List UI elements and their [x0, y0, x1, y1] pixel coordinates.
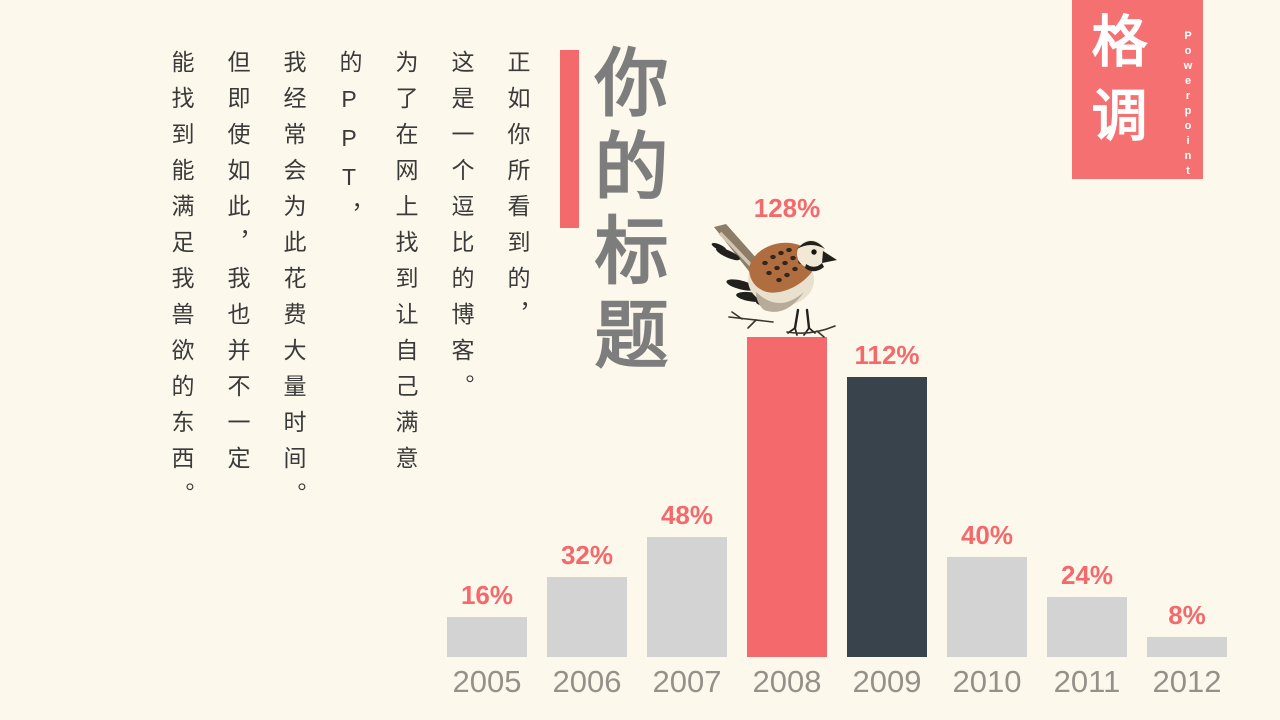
body-text-column: 这是一个逗比的博客。	[448, 50, 474, 410]
axis-label-2007: 2007	[652, 664, 722, 699]
bar-2006	[547, 577, 627, 657]
bar-2011	[1047, 597, 1127, 657]
chart-category-2005: 16% 2005	[437, 186, 537, 706]
bar-value-label: 40%	[960, 520, 1014, 550]
axis-label-2010: 2010	[952, 664, 1022, 699]
chart-category-2006: 32% 2006	[537, 186, 637, 706]
bar-2008	[747, 337, 827, 657]
chart-category-2010: 40% 2010	[937, 186, 1037, 706]
axis-label-2005: 2005	[452, 664, 522, 699]
chart-category-2012: 8% 2012	[1137, 186, 1237, 706]
body-text-column: 正如你所看到的，	[504, 50, 530, 338]
chart-category-2008: 128% 2008	[737, 186, 837, 706]
bar-value-label: 24%	[1060, 560, 1114, 590]
brand-logo-title: 格调	[1084, 12, 1147, 160]
body-text-column: 为了在网上找到让自己满意	[392, 50, 418, 482]
bar-2005	[447, 617, 527, 657]
sparrow-ink-drawing	[711, 224, 837, 338]
body-text-column: 但即使如此，我也并不一定	[224, 50, 250, 482]
bar-value-label: 112%	[854, 340, 920, 370]
bar-value-label: 128%	[753, 193, 821, 223]
bar-2010	[947, 557, 1027, 657]
axis-label-2006: 2006	[552, 664, 622, 699]
bar-2007	[647, 537, 727, 657]
body-text-column: 我经常会为此花费大量时间。	[280, 50, 306, 518]
bar-2009	[847, 377, 927, 657]
axis-label-2009: 2009	[852, 664, 922, 699]
slide-title: 你的标题	[584, 44, 667, 380]
chart-category-2009: 112% 2009	[837, 186, 937, 706]
bar-value-label: 32%	[560, 540, 614, 570]
bar-value-label: 48%	[660, 500, 714, 530]
brand-logo: 格调 Powerpoint	[1072, 0, 1203, 180]
bird-illustration	[711, 222, 837, 338]
body-text-column: 能找到能满足我兽欲的东西。	[168, 50, 194, 518]
body-text: 正如你所看到的， 这是一个逗比的博客。 为了在网上找到让自己满意 的PPT， 我…	[164, 50, 530, 610]
chart-category-2007: 48% 2007	[637, 186, 737, 706]
bar-value-label: 8%	[1168, 600, 1206, 630]
brand-logo-subtitle: Powerpoint	[1182, 30, 1194, 180]
body-text-column: 的PPT，	[336, 50, 362, 239]
bar-2012	[1147, 637, 1227, 657]
chart-category-2011: 24% 2011	[1037, 186, 1137, 706]
bar-value-label: 16%	[460, 580, 514, 610]
bar-chart: 16% 2005 32% 2006 48% 2007 128% 2008 112% 2009 40%…	[437, 186, 1237, 706]
title-accent-bar	[560, 50, 579, 228]
axis-label-2012: 2012	[1152, 664, 1222, 699]
axis-label-2008: 2008	[752, 664, 822, 699]
axis-label-2011: 2011	[1053, 664, 1121, 699]
